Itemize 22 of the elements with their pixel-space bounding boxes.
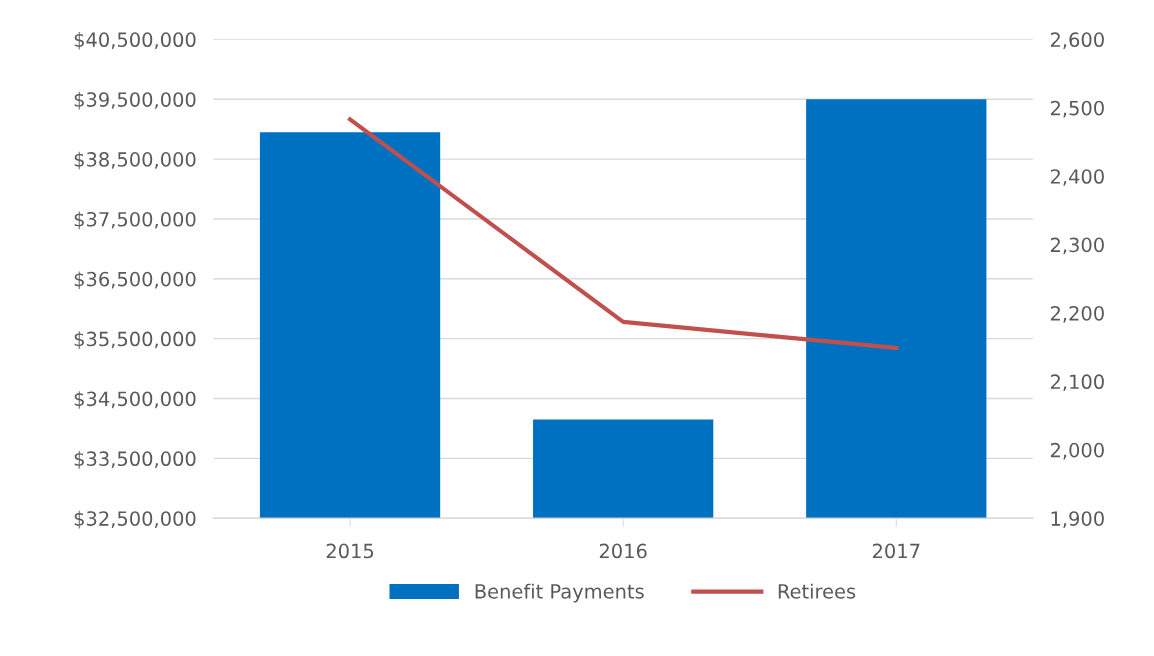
y-tick-label: $37,500,000 <box>74 211 196 230</box>
y-tick-label: $38,500,000 <box>74 151 196 170</box>
y2-tick-label: 2,600 <box>1050 32 1104 50</box>
y-tick-label: $34,500,000 <box>74 391 196 409</box>
y2-tick-label: 1,900 <box>1051 511 1104 528</box>
y-tick-label: $40,500,000 <box>74 31 196 50</box>
y2-tick-label: 2,100 <box>1050 374 1104 392</box>
y-tick-label: $39,500,000 <box>74 91 196 110</box>
y-tick-label: $36,500,000 <box>74 271 196 290</box>
x-tick-label: 2017 <box>872 543 920 559</box>
y-tick-label: $33,500,000 <box>74 450 196 469</box>
y2-tick-label: 2,300 <box>1050 237 1104 255</box>
y2-tick-label: 2,200 <box>1050 305 1104 323</box>
y2-tick-label: 2,000 <box>1050 442 1104 460</box>
y2-tick-label: 2,400 <box>1050 169 1104 186</box>
y2-tick-label: 2,500 <box>1050 100 1104 118</box>
legend-label: Benefit Payments <box>475 583 644 603</box>
legend-label: Retirees <box>778 583 856 599</box>
x-tick-label: 2016 <box>599 543 647 559</box>
x-tick-label: 2015 <box>326 543 374 559</box>
y-tick-label: $35,500,000 <box>74 331 196 349</box>
y-tick-label: $32,500,000 <box>74 510 196 529</box>
